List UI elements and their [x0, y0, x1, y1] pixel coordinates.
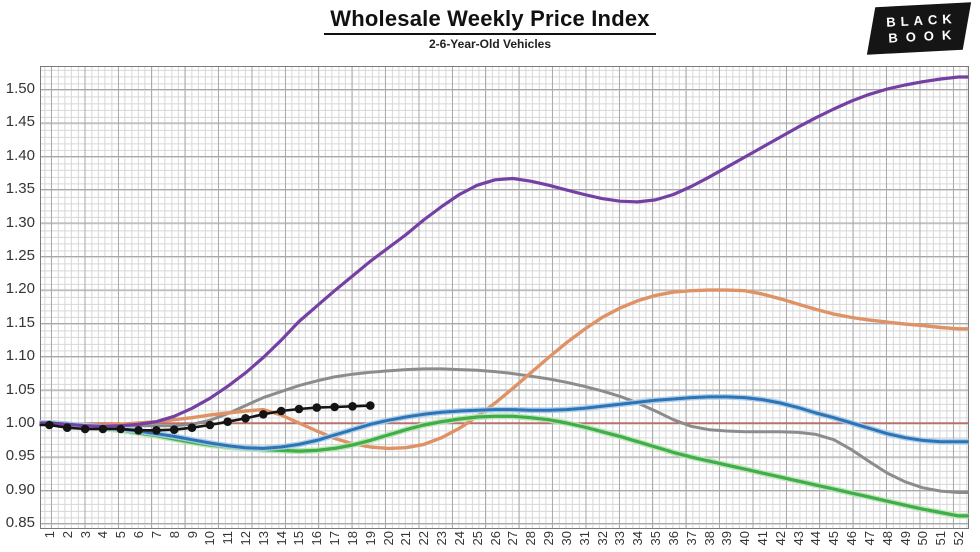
x-tick-label: 38: [701, 531, 717, 546]
chart-header: Wholesale Weekly Price Index 2-6-Year-Ol…: [0, 6, 980, 51]
blackbook-logo: BLACK BOOK: [866, 2, 972, 55]
x-tick-label: 11: [220, 531, 236, 545]
x-tick-label: 44: [808, 531, 824, 546]
x-tick-label: 32: [594, 531, 610, 546]
x-tick-label: 13: [255, 531, 271, 546]
x-tick-label: 52: [951, 531, 967, 546]
x-tick-label: 33: [612, 531, 628, 546]
x-tick-label: 9: [184, 531, 200, 539]
x-tick-label: 34: [630, 531, 646, 546]
x-tick-label: 49: [897, 531, 913, 546]
x-tick-label: 20: [380, 531, 396, 546]
x-tick-label: 18: [344, 531, 360, 546]
y-tick-label: 1.20: [5, 280, 35, 298]
y-tick-label: 0.90: [5, 480, 35, 498]
x-tick-label: 47: [861, 531, 877, 546]
x-tick-label: 31: [576, 531, 592, 546]
x-tick-label: 48: [879, 531, 895, 546]
plot-area: [40, 66, 969, 529]
y-tick-label: 1.15: [5, 313, 35, 331]
x-tick-label: 3: [77, 531, 93, 539]
x-tick-label: 36: [665, 531, 681, 546]
x-tick-label: 21: [398, 531, 414, 546]
y-tick-label: 1.05: [5, 380, 35, 398]
x-tick-label: 50: [915, 531, 931, 546]
x-tick-label: 45: [826, 531, 842, 546]
x-tick-label: 42: [772, 531, 788, 546]
y-tick-label: 1.35: [5, 180, 35, 198]
x-tick-label: 12: [238, 531, 253, 546]
x-tick-label: 22: [416, 531, 432, 546]
y-tick-label: 1.45: [5, 113, 35, 131]
y-tick-label: 1.00: [5, 414, 35, 431]
y-tick-label: 0.95: [5, 447, 35, 465]
x-tick-label: 14: [273, 531, 289, 546]
x-tick-label: 19: [362, 531, 378, 546]
y-tick-label: 1.10: [5, 347, 35, 365]
x-tick-label: 51: [933, 531, 949, 546]
x-tick-label: 30: [558, 531, 574, 546]
x-tick-label: 24: [451, 531, 467, 546]
x-tick-label: 35: [648, 531, 664, 546]
x-tick-label: 40: [737, 531, 753, 546]
x-tick-label: 27: [505, 531, 521, 546]
x-tick-label: 1: [41, 531, 57, 539]
logo-line-2: BOOK: [887, 26, 960, 46]
x-tick-label: 28: [523, 531, 539, 546]
chart-subtitle: 2-6-Year-Old Vehicles: [428, 37, 552, 51]
x-tick-label: 17: [327, 531, 343, 546]
x-tick-label: 2: [59, 531, 75, 539]
y-tick-label: 1.40: [5, 146, 35, 164]
x-tick-label: 41: [754, 531, 770, 546]
x-tick-label: 8: [166, 531, 182, 539]
y-tick-label: 1.25: [5, 247, 35, 264]
y-tick-label: 0.85: [5, 514, 35, 532]
blackbook-logo-text: BLACK BOOK: [879, 10, 960, 46]
x-tick-label: 43: [790, 531, 806, 546]
x-tick-label: 39: [719, 531, 735, 546]
x-tick-label: 7: [148, 531, 164, 539]
x-tick-label: 29: [541, 531, 557, 546]
x-tick-label: 15: [291, 531, 307, 546]
x-tick-label: 5: [113, 531, 129, 539]
x-tick-label: 16: [309, 531, 325, 546]
x-tick-label: 25: [469, 531, 485, 546]
x-tick-label: 26: [487, 531, 503, 546]
chart-title: Wholesale Weekly Price Index: [324, 6, 656, 35]
x-tick-label: 37: [683, 531, 699, 546]
x-tick-label: 23: [434, 531, 450, 546]
y-tick-label: 1.50: [5, 80, 35, 97]
x-tick-label: 4: [95, 531, 111, 539]
y-tick-label: 1.30: [5, 213, 35, 231]
x-tick-label: 10: [202, 531, 218, 546]
x-tick-label: 46: [844, 531, 860, 546]
x-tick-label: 6: [131, 531, 147, 539]
